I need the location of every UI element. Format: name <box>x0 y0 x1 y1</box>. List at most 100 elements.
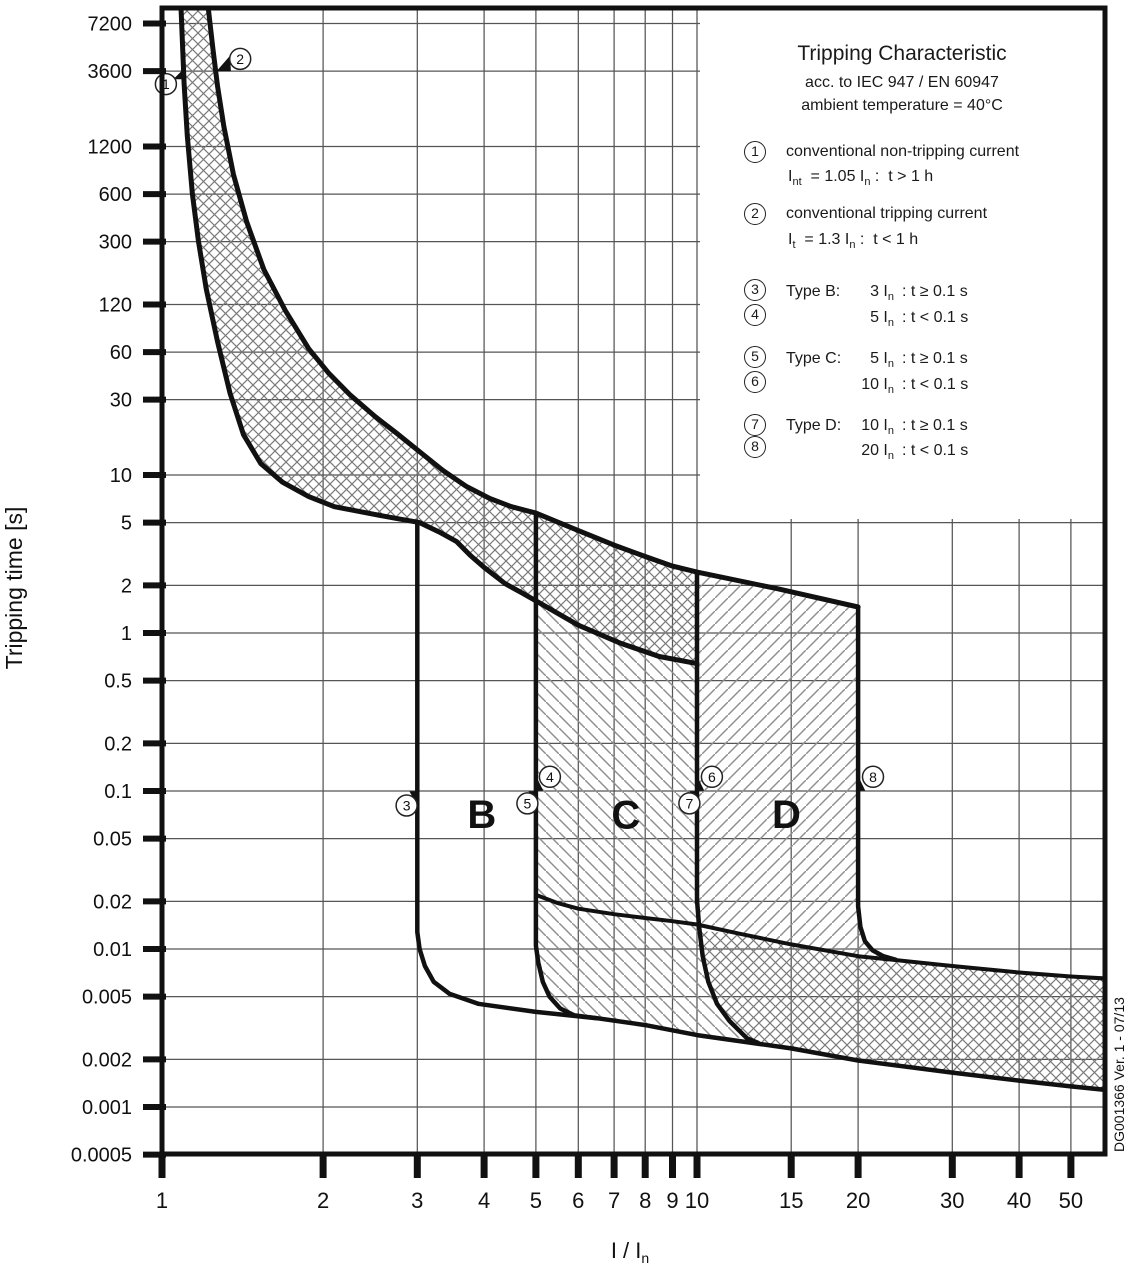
x-tick-label-2: 2 <box>317 1188 329 1213</box>
chart-subtitle-standard: acc. to IEC 947 / EN 60947 <box>805 74 999 91</box>
region-thermal-band <box>181 8 697 664</box>
curve-thermal-upper-limit <box>205 8 861 610</box>
x-tick-label-8: 8 <box>639 1188 651 1213</box>
curve-type-d-upper-20in <box>855 604 898 962</box>
legend-type-d-fast-cond: : t < 0.1 s <box>902 442 969 459</box>
legend-marker-1: 1 <box>744 141 766 163</box>
x-tick-label-30: 30 <box>940 1188 964 1213</box>
curve-type-b-lower-3in <box>415 520 481 1007</box>
legend-def-2-text: conventional tripping current <box>786 205 988 222</box>
legend-type-d-mult: 10 In <box>861 417 894 437</box>
x-tick-label-3: 3 <box>411 1188 423 1213</box>
y-tick-label-120: 120 <box>99 295 132 317</box>
curve-instantaneous-mid-bound <box>533 892 1105 981</box>
y-tick-label-0.5: 0.5 <box>104 671 132 693</box>
region-letters: B C D <box>467 793 801 837</box>
marker-number-6: 6 <box>708 769 716 785</box>
y-tick-label-0.2: 0.2 <box>104 733 132 755</box>
chart-subtitle-temperature: ambient temperature = 40°C <box>801 97 1003 114</box>
legend-def-1-formula: Int = 1.05 In : t > 1 h <box>788 168 934 188</box>
axes: 1 2 3 4 5 6 7 8 9 10 15 20 30 40 507200360012006003001… <box>71 14 1083 1214</box>
x-tick-label-7: 7 <box>608 1188 620 1213</box>
x-tick-label-10: 10 <box>685 1188 709 1213</box>
marker-circle-4 <box>538 765 562 789</box>
y-tick-label-1200: 1200 <box>88 137 133 159</box>
chart-title: Tripping Characteristic <box>797 42 1007 65</box>
legend-background <box>700 10 1103 519</box>
marker-number-4: 4 <box>546 769 554 785</box>
legend-def-1-text: conventional non-tripping current <box>786 143 1020 160</box>
marker-pointer-8 <box>858 775 866 791</box>
marker-circle-3 <box>395 794 418 817</box>
region-letter-C: C <box>611 793 640 837</box>
x-tick-label-6: 6 <box>572 1188 584 1213</box>
legend-type-c-fast-cond: : t < 0.1 s <box>902 376 969 393</box>
legend-marker-4: 4 <box>744 304 766 326</box>
marker-pointer-2 <box>216 55 231 72</box>
y-tick-label-0.001: 0.001 <box>82 1097 132 1119</box>
legend-type-d-label: Type D: <box>786 417 842 434</box>
legend-type-b-fast-cond: : t < 0.1 s <box>902 309 969 326</box>
y-tick-label-0.1: 0.1 <box>104 781 132 803</box>
region-type-d-zone <box>697 572 896 960</box>
legend-type-c-cond: : t ≥ 0.1 s <box>902 350 968 367</box>
legend-type-d-cond: : t ≥ 0.1 s <box>902 417 968 434</box>
x-axis-title: I / In <box>611 1238 649 1266</box>
y-tick-label-0.05: 0.05 <box>93 829 132 851</box>
marker-circle-2 <box>228 47 252 71</box>
marker-number-3: 3 <box>403 798 411 814</box>
x-tick-label-9: 9 <box>666 1188 678 1213</box>
x-tick-label-40: 40 <box>1007 1188 1031 1213</box>
legend-type-d-fast-mult: 20 In <box>861 442 894 462</box>
x-tick-label-20: 20 <box>846 1188 870 1213</box>
legend-marker-6: 6 <box>744 371 766 393</box>
marker-number-7: 7 <box>686 795 694 811</box>
legend-panel: Tripping Characteristic acc. to IEC 947 … <box>700 8 1104 519</box>
legend-marker-3: 3 <box>744 279 766 301</box>
legend-marker-5: 5 <box>744 346 766 368</box>
document-number: DG001366 Ver. 1 - 07/13 <box>1111 997 1127 1152</box>
legend-type-c-fast-mult: 10 In <box>861 376 894 396</box>
marker-circle-7 <box>678 792 701 815</box>
x-tick-label-50: 50 <box>1059 1188 1083 1213</box>
y-tick-label-30: 30 <box>110 390 132 412</box>
legend-type-b-fast-mult: 5 In <box>870 309 894 329</box>
hatched-regions <box>181 8 1105 1090</box>
curve-type-d-lower-10in <box>694 569 761 1046</box>
legend-type-c-label: Type C: <box>786 350 842 367</box>
y-tick-label-60: 60 <box>110 342 132 364</box>
legend-def-2-formula: It = 1.3 In : t < 1 h <box>788 231 919 251</box>
y-tick-label-7200: 7200 <box>88 14 133 36</box>
marker-circle-8 <box>861 765 885 789</box>
y-tick-label-2: 2 <box>121 575 132 597</box>
legend-type-b-label: Type B: <box>786 283 841 300</box>
marker-number-1: 1 <box>162 76 170 92</box>
legend-type-b-mult: 3 In <box>870 283 894 303</box>
tripping-curves <box>178 8 1105 1093</box>
legend-type-c-mult: 5 In <box>870 350 894 370</box>
marker-number-8: 8 <box>869 769 877 785</box>
marker-number-2: 2 <box>236 51 244 67</box>
region-letter-D: D <box>772 793 801 837</box>
region-letter-B: B <box>467 793 496 837</box>
y-tick-label-0.002: 0.002 <box>82 1049 132 1071</box>
legend-marker-7: 7 <box>744 414 766 436</box>
marker-pointer-1 <box>173 67 186 80</box>
y-tick-label-1: 1 <box>121 623 132 645</box>
curve-type-c-lower-5in <box>533 510 600 1021</box>
x-tick-label-1: 1 <box>156 1188 168 1213</box>
y-axis-title: Tripping time [s] <box>1 507 27 670</box>
region-type-c-zone <box>535 602 747 1039</box>
marker-pointer-4 <box>535 775 544 791</box>
marker-pointer-6 <box>697 775 705 791</box>
y-tick-label-0.005: 0.005 <box>82 987 132 1009</box>
marker-pointer-3 <box>409 791 418 807</box>
x-tick-label-4: 4 <box>478 1188 490 1213</box>
y-tick-label-3600: 3600 <box>88 61 133 83</box>
legend-type-b-cond: : t ≥ 0.1 s <box>902 283 968 300</box>
x-tick-label-5: 5 <box>530 1188 542 1213</box>
plot-border <box>159 5 1108 1157</box>
curve-thermal-lower-limit <box>178 8 700 667</box>
